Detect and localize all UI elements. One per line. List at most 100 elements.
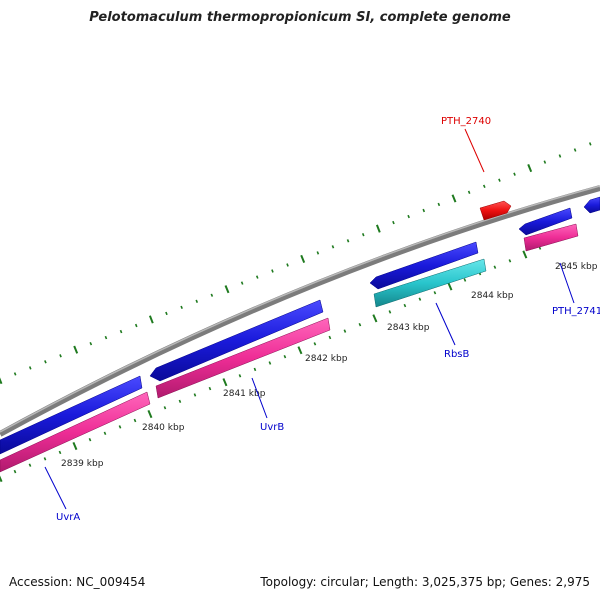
outer-tick [255,275,259,279]
outer-tick [59,354,62,358]
outer-tick [134,323,138,328]
outer-tick [165,311,168,316]
inner-tick [118,425,122,429]
genome-backbone-highlight [0,185,600,433]
gene-arrow-pth2740[interactable] [479,200,512,221]
outer-tick [13,372,17,376]
outer-tick [148,315,154,324]
tick-label-2842: 2842 kbp [305,354,348,364]
gene-label-uvrb[interactable]: UvrB [260,422,284,433]
outer-tick [437,202,441,207]
gene-label-rbsb[interactable]: RbsB [444,349,470,360]
outer-tick [392,220,395,225]
gene-label-pth2740[interactable]: PTH_2740 [441,116,491,127]
inner-tick [88,437,92,442]
inner-tick [313,342,317,346]
outer-tick [224,285,230,294]
inner-tick [103,431,107,436]
outer-tick [210,293,214,297]
inner-tick [403,303,407,308]
outer-tick [467,190,471,194]
leader-uvra [44,466,67,510]
inner-tick [418,297,422,301]
inner-tick [193,393,197,397]
inner-tick [253,367,257,372]
outer-tick [240,281,244,285]
outer-tick [422,208,426,213]
outer-tick [119,329,123,334]
inner-tick [372,314,378,323]
outer-tick [513,172,516,176]
outer-tick [44,360,47,364]
outer-tick [375,224,381,233]
gene-labels: UvrA UvrB RbsB PTH_2740 PTH_2741 [56,116,600,523]
inner-tick [58,450,62,455]
tick-label-2845: 2845 kbp [555,262,598,272]
inner-tick [447,282,453,291]
accession-text: Accession: NC_009454 [9,575,146,589]
outer-tick [527,164,533,173]
gene-bar-rbsb[interactable] [373,258,487,308]
tick-label-2844: 2844 kbp [471,291,514,301]
gene-label-uvra[interactable]: UvrA [56,512,80,523]
inner-tick [72,442,78,451]
inner-tick [493,265,497,269]
inner-tick [178,399,182,404]
inner-tick [133,418,137,423]
outer-tick [316,251,320,255]
cds-arrow-uvrb[interactable] [149,299,324,382]
outer-tick [0,377,3,385]
outer-tick [588,142,592,146]
tick-labels: 2839 kbp 2840 kbp 2841 kbp 2842 kbp 2843… [61,262,598,469]
tick-label-2839: 2839 kbp [61,459,104,469]
inner-tick [358,322,362,327]
gene-bar-pth2741[interactable] [523,223,579,252]
gene-label-pth2741[interactable]: PTH_2741 [552,306,600,317]
inner-tick [147,410,153,419]
genome-backbone [0,185,600,437]
gene-bar-uvrb[interactable] [155,317,331,399]
outer-tick [195,299,199,303]
outer-tick [104,335,108,340]
outer-tick [271,269,274,273]
inner-tick [522,250,528,259]
inner-tick [343,329,347,333]
outer-tick [89,341,93,346]
outer-tick [498,178,501,182]
tick-label-2843: 2843 kbp [387,323,430,333]
inner-tick [433,291,437,295]
leader-pth2740 [464,128,485,173]
inner-tick [238,374,242,378]
gene-bar-uvra[interactable] [0,391,151,473]
outer-tick [573,148,577,152]
outer-tick [300,254,306,263]
cds-arrow-uvra[interactable] [0,375,143,455]
outer-tick [331,245,335,249]
inner-tick [508,259,512,263]
leader-pth2741 [559,262,575,304]
outer-tick [558,154,562,158]
inner-tick [0,475,3,483]
cds-arrow-edge[interactable] [583,196,600,214]
outer-tick [346,239,350,243]
inner-tick [208,386,212,391]
inner-tick [222,378,228,387]
outer-tick [543,160,547,164]
inner-tick [43,457,47,461]
outer-tick-ring [0,142,592,385]
outer-tick [361,233,365,237]
inner-tick [463,278,467,282]
tick-label-2840: 2840 kbp [142,423,185,433]
leader-rbsb [435,302,456,346]
outer-tick [451,194,457,203]
cds-arrow-rbsb-forward[interactable] [369,241,479,290]
leader-uvrb [251,377,268,419]
inner-tick [268,361,272,365]
outer-tick [482,184,486,189]
outer-tick [73,345,79,354]
cds-arrow-pth2741-forward[interactable] [518,207,573,236]
gene-leaders [44,128,575,510]
genome-summary-text: Topology: circular; Length: 3,025,375 bp… [260,575,590,589]
outer-tick [180,305,183,310]
outer-tick [28,366,32,370]
